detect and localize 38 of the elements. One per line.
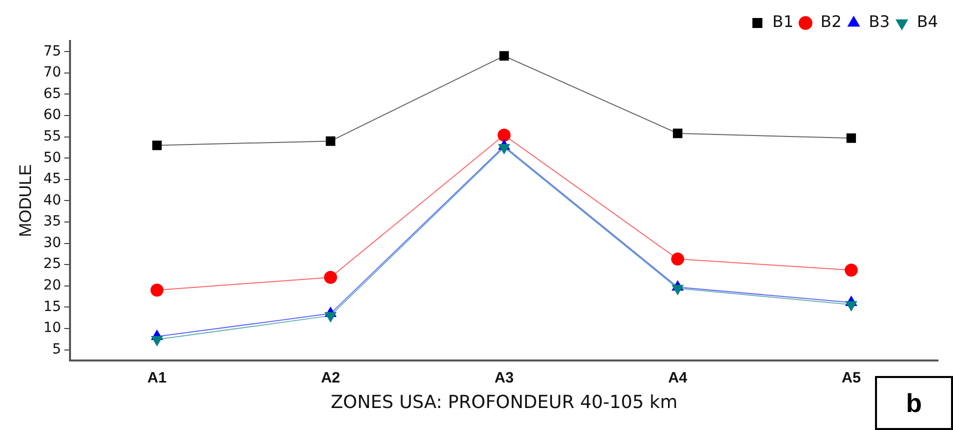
x-axis-title: ZONES USA: PROFONDEUR 40-105 km [330,392,678,413]
x-tick-label: A1 [147,370,167,387]
y-tick-label: 30 [43,234,62,251]
y-tick-label: 15 [43,298,62,315]
point [150,284,164,297]
y-tick-label: 45 [43,171,62,188]
y-tick-label: 70 [43,64,62,81]
y-tick-label: 50 [43,150,62,166]
legend-label: B4 [916,12,938,32]
y-tick-label: 75 [43,43,62,60]
y-tick-label: 40 [43,192,62,208]
y-tick-label: 25 [43,256,62,272]
y-axis-title: MODULE [16,164,35,238]
point [326,136,336,146]
y-tick-label: 35 [43,214,62,230]
x-tick-label: A4 [668,370,688,387]
y-tick-label: 60 [43,107,62,124]
text: b [875,376,953,430]
point [846,133,856,143]
legend-label: B3 [868,12,890,32]
point [672,128,682,138]
legend-label: B1 [772,12,794,32]
point [844,264,858,277]
y-tick-label: 55 [43,128,62,144]
y-tick-label: 10 [43,320,62,336]
point [671,252,684,266]
x-tick-label: A2 [320,370,340,387]
x-tick-label: A3 [494,370,514,387]
point [498,144,510,154]
legend-label: B2 [820,12,842,32]
x-tick-label: A5 [842,370,861,387]
y-tick-label: 5 [52,341,62,358]
point [499,51,509,61]
point [324,270,338,284]
y-tick-label: 65 [43,86,62,102]
point [498,128,511,142]
point [152,140,162,150]
y-tick-label: 20 [43,278,62,294]
